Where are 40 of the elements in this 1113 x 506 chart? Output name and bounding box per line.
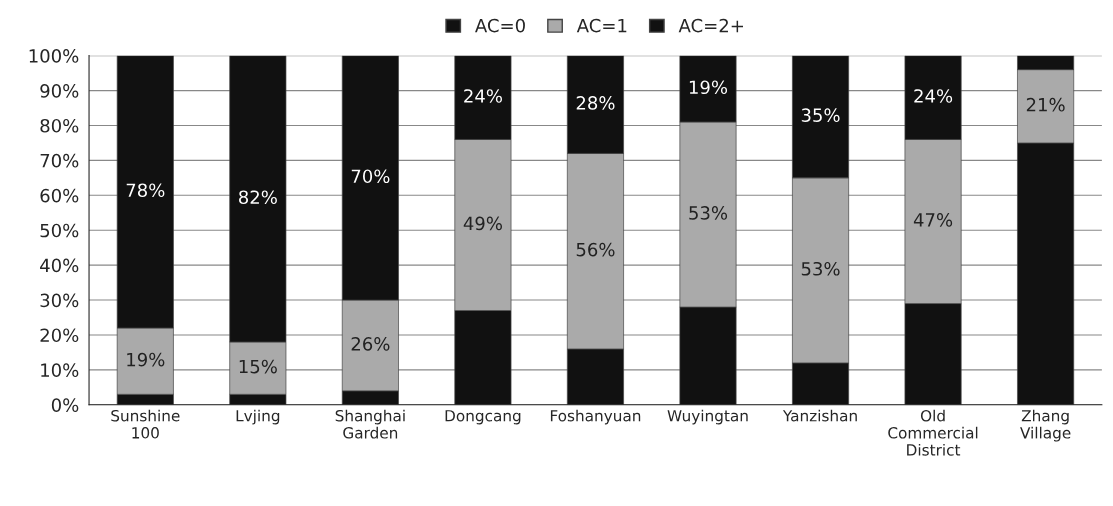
legend-label: AC=2+: [678, 18, 743, 33]
y-tick-label: 50%: [40, 223, 79, 238]
y-tick-label: 0%: [51, 398, 79, 412]
data-label: 78%: [126, 183, 165, 198]
data-label: 21%: [1026, 97, 1065, 112]
y-tick-label: 60%: [40, 188, 79, 203]
data-label: 24%: [914, 89, 953, 103]
data-label: 49%: [463, 216, 502, 231]
x-tick-label: Dongcang: [445, 410, 521, 425]
x-tick-label: Yanzishan: [782, 409, 857, 422]
x-tick-label: Zhang Village: [1020, 409, 1071, 442]
y-tick-label: 80%: [40, 118, 79, 133]
data-label: 47%: [913, 213, 953, 227]
y-tick-label: 10%: [41, 363, 79, 377]
data-label: 70%: [351, 169, 390, 184]
data-label: 35%: [801, 108, 840, 122]
y-tick-label: 40%: [40, 258, 79, 273]
x-tick-label: Old Commercial District: [888, 409, 978, 456]
data-label: 28%: [576, 96, 615, 110]
y-tick-label: 20%: [40, 328, 79, 343]
y-tick-label: 70%: [40, 153, 79, 168]
data-label: 82%: [239, 190, 277, 205]
data-label: 26%: [351, 337, 390, 351]
x-tick-label: Foshanyuan: [550, 409, 641, 425]
data-label: 56%: [576, 242, 615, 257]
y-tick-label: 90%: [40, 84, 79, 98]
x-tick-label: Shanghai Garden: [335, 409, 405, 439]
legend-label: AC=0: [475, 18, 525, 33]
data-label: 19%: [689, 80, 728, 95]
data-label: 19%: [127, 352, 165, 367]
x-tick-label: Wuyingtan: [667, 409, 748, 425]
data-label: 15%: [239, 359, 277, 374]
y-tick-label: 100%: [29, 49, 79, 63]
x-tick-label: Sunshine 100: [111, 409, 180, 439]
legend-label: AC=1: [576, 18, 627, 33]
data-label: 53%: [689, 206, 728, 220]
data-label: 53%: [801, 261, 840, 276]
x-tick-label: Lvjing: [236, 409, 280, 425]
data-label: 24%: [464, 89, 502, 103]
y-tick-label: 30%: [40, 293, 79, 308]
